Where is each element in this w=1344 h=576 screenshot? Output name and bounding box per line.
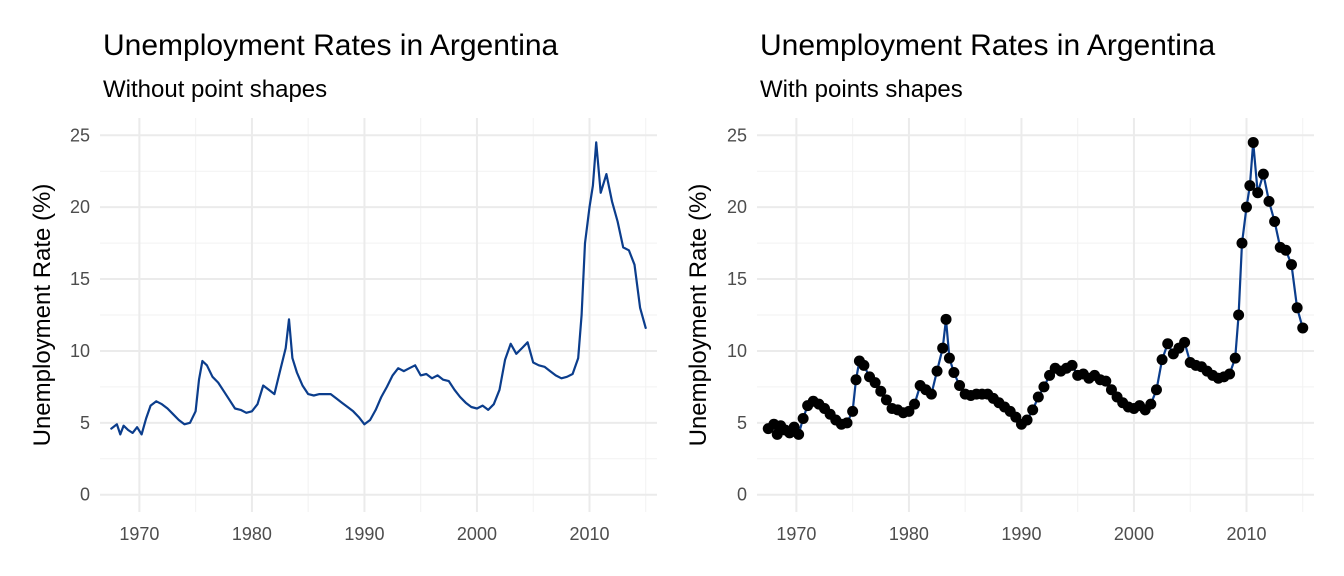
x-tick-label: 1990 xyxy=(344,524,384,544)
x-tick-label: 1980 xyxy=(889,524,929,544)
y-axis-label: Unemployment Rate (%) xyxy=(29,184,56,447)
y-tick-label: 0 xyxy=(80,485,90,505)
data-point xyxy=(1032,391,1044,403)
data-point xyxy=(793,428,805,440)
chart-panel-right: Unemployment Rates in Argentina With poi… xyxy=(685,29,1314,544)
series-marks xyxy=(762,136,1309,440)
y-tick-label: 5 xyxy=(737,413,747,433)
chart-title: Unemployment Rates in Argentina xyxy=(103,29,559,62)
y-tick-label: 0 xyxy=(737,485,747,505)
data-point xyxy=(931,365,943,377)
data-point xyxy=(869,377,881,389)
data-point xyxy=(850,374,862,386)
y-tick-label: 20 xyxy=(727,197,747,217)
y-tick-label: 10 xyxy=(70,341,90,361)
data-point xyxy=(1263,195,1275,207)
data-point xyxy=(1038,381,1050,393)
series-marks xyxy=(110,141,647,436)
data-point xyxy=(1021,414,1033,426)
data-point xyxy=(1269,216,1281,228)
data-point xyxy=(1162,338,1174,350)
x-tick-label: 2010 xyxy=(569,524,609,544)
y-tick-label: 15 xyxy=(727,269,747,289)
data-point xyxy=(1247,136,1259,148)
data-point xyxy=(1285,259,1297,271)
data-point xyxy=(797,413,809,425)
y-tick-label: 25 xyxy=(727,125,747,145)
data-point xyxy=(909,398,921,410)
data-point xyxy=(1229,352,1241,364)
data-point xyxy=(1027,404,1039,416)
chart-panel-left: Unemployment Rates in Argentina Without … xyxy=(29,29,657,544)
data-point xyxy=(1179,336,1191,348)
data-point xyxy=(1156,354,1168,366)
chart-subtitle: With points shapes xyxy=(760,76,963,103)
data-point xyxy=(954,379,966,391)
x-tick-label: 1970 xyxy=(119,524,159,544)
data-point xyxy=(1150,384,1162,396)
x-tick-label: 1970 xyxy=(776,524,816,544)
y-tick-label: 10 xyxy=(727,341,747,361)
data-point xyxy=(1291,302,1303,314)
data-point xyxy=(1236,237,1248,249)
series-line xyxy=(767,141,1304,436)
data-point xyxy=(1297,322,1309,334)
data-point xyxy=(1224,368,1236,380)
data-point xyxy=(880,394,892,406)
data-point xyxy=(847,405,859,417)
data-point xyxy=(1233,309,1245,321)
data-point xyxy=(1100,375,1112,387)
data-point xyxy=(937,342,949,354)
data-point xyxy=(1252,187,1264,199)
y-tick-label: 5 xyxy=(80,413,90,433)
data-point xyxy=(858,359,870,371)
grid-lines xyxy=(100,118,657,512)
x-tick-label: 1990 xyxy=(1001,524,1041,544)
x-tick-label: 2000 xyxy=(457,524,497,544)
y-axis-label: Unemployment Rate (%) xyxy=(685,184,712,447)
y-tick-label: 20 xyxy=(70,197,90,217)
chart-title: Unemployment Rates in Argentina xyxy=(760,29,1216,62)
data-point xyxy=(940,313,952,325)
data-point xyxy=(1257,168,1269,180)
data-point xyxy=(925,388,937,400)
tick-labels: 1970 1980 1990 2000 2010 0 5 10 15 20 25 xyxy=(727,125,1267,544)
y-tick-label: 15 xyxy=(70,269,90,289)
data-point xyxy=(841,417,853,429)
data-point xyxy=(1066,359,1078,371)
x-tick-label: 2000 xyxy=(1114,524,1154,544)
x-tick-label: 1980 xyxy=(232,524,272,544)
data-point xyxy=(948,367,960,379)
tick-labels: 1970 1980 1990 2000 2010 0 5 10 15 20 25 xyxy=(70,125,610,544)
data-point xyxy=(1244,180,1256,192)
data-point xyxy=(875,385,887,397)
data-point xyxy=(1145,398,1157,410)
chart-subtitle: Without point shapes xyxy=(103,76,327,103)
data-point xyxy=(1240,201,1252,213)
data-point xyxy=(1280,244,1292,256)
x-tick-label: 2010 xyxy=(1226,524,1266,544)
series-line xyxy=(110,141,647,436)
grid-lines xyxy=(757,118,1314,512)
data-point xyxy=(943,352,955,364)
y-tick-label: 25 xyxy=(70,125,90,145)
